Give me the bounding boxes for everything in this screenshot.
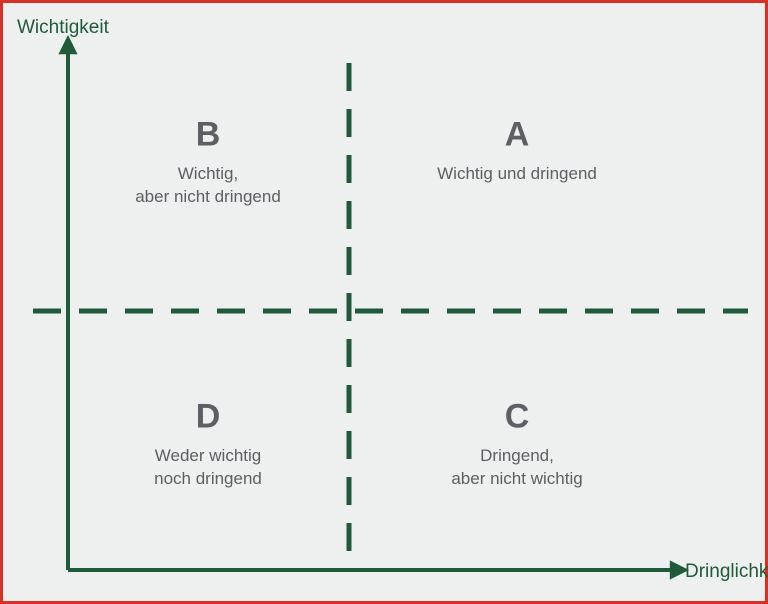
quadrant-b-letter: B	[196, 116, 221, 155]
quadrant-a-letter: A	[505, 116, 530, 155]
quadrant-c-letter: C	[505, 398, 530, 437]
quadrant-c-desc: Dringend, aber nicht wichtig	[451, 445, 582, 491]
eisenhower-matrix: Wichtigkeit Dringlichkeit A Wichtig und …	[0, 0, 768, 604]
quadrant-d-desc: Weder wichtig noch dringend	[154, 445, 262, 491]
y-axis-label: Wichtigkeit	[17, 17, 109, 39]
quadrant-b-desc: Wichtig, aber nicht dringend	[135, 163, 281, 209]
quadrant-d-letter: D	[196, 398, 221, 437]
quadrant-a-desc: Wichtig und dringend	[437, 163, 597, 186]
x-axis-label: Dringlichkeit	[685, 561, 768, 583]
matrix-svg	[3, 3, 768, 604]
